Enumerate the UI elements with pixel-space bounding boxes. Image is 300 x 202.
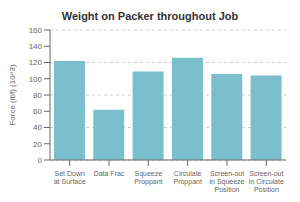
svg-text:Force (lbf) (10^3): Force (lbf) (10^3) — [8, 64, 17, 125]
svg-text:CirculateProppant: CirculateProppant — [173, 170, 201, 186]
svg-text:Screen-outin SqueezePosition: Screen-outin SqueezePosition — [209, 170, 244, 193]
svg-text:Set Downat Surface: Set Downat Surface — [54, 170, 86, 185]
svg-text:Data Frac: Data Frac — [94, 170, 125, 177]
svg-text:Screen-outin CirculatePosition: Screen-outin CirculatePosition — [249, 170, 284, 193]
svg-text:120: 120 — [29, 58, 43, 67]
svg-text:0: 0 — [38, 156, 43, 165]
svg-text:20: 20 — [33, 140, 42, 149]
svg-text:100: 100 — [29, 75, 43, 84]
svg-text:80: 80 — [33, 91, 42, 100]
svg-text:40: 40 — [33, 123, 42, 132]
svg-text:160: 160 — [29, 26, 43, 35]
svg-text:SqueezeProppant: SqueezeProppant — [134, 170, 162, 186]
svg-text:140: 140 — [29, 42, 43, 51]
html-text:Weight on Packer throughout Jo: Weight on Packer throughout Job — [61, 10, 239, 22]
svg-text:60: 60 — [33, 107, 42, 116]
